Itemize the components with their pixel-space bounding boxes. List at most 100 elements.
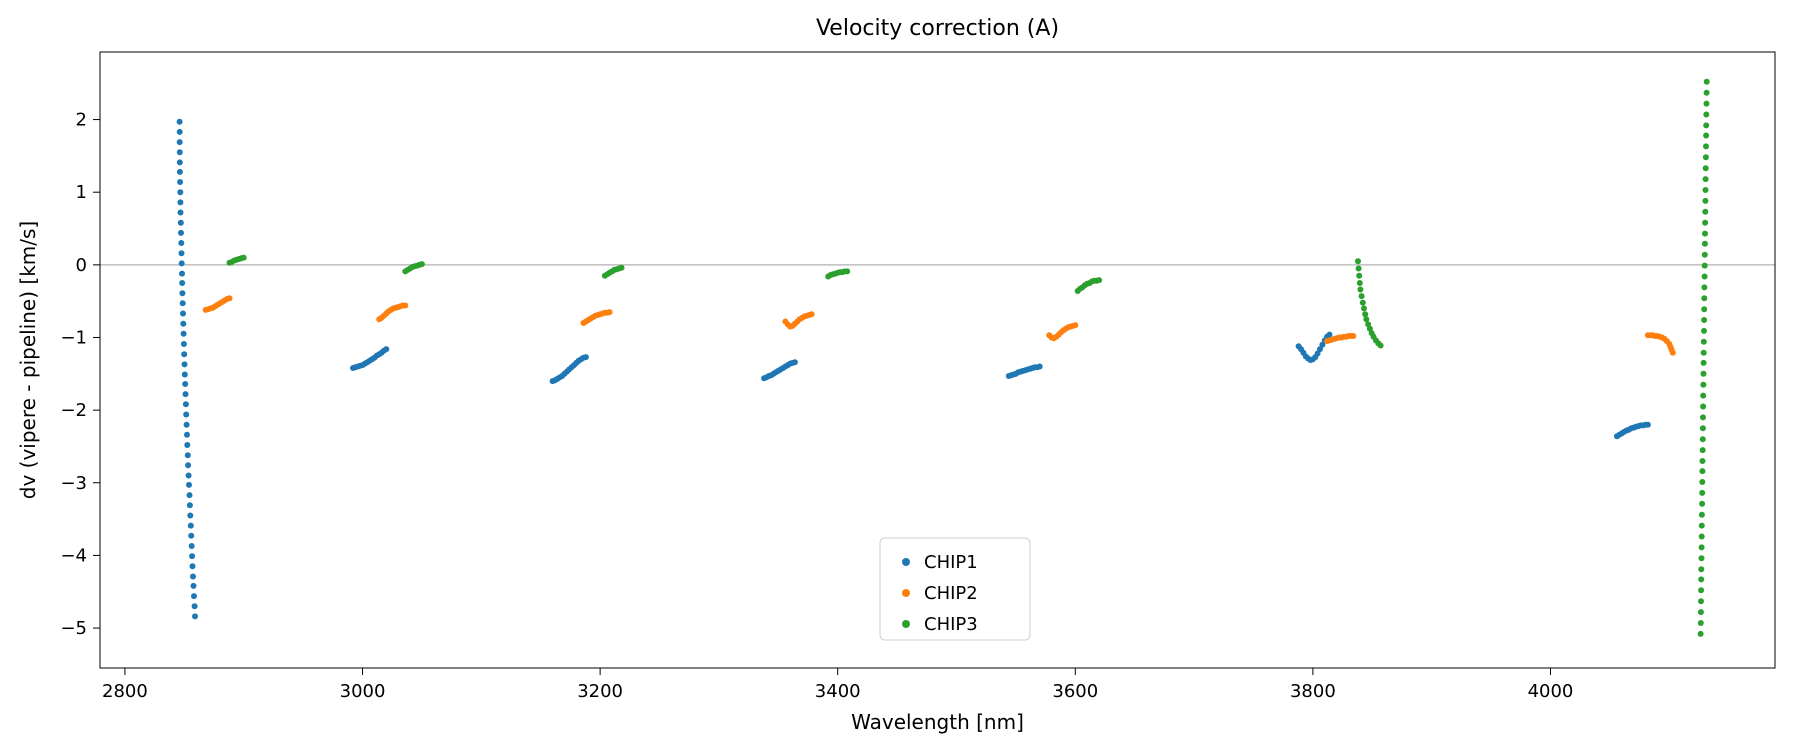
data-point bbox=[185, 462, 192, 469]
data-point bbox=[180, 341, 187, 347]
data-point bbox=[1036, 363, 1043, 370]
data-point bbox=[1377, 342, 1384, 349]
data-point bbox=[176, 168, 183, 175]
legend-label-CHIP1: CHIP1 bbox=[924, 552, 978, 573]
data-point bbox=[1701, 284, 1708, 291]
legend-box bbox=[879, 537, 1031, 641]
x-axis-ticks: 2800 3000 3200 3400 3600 3800 4000 bbox=[102, 668, 1573, 702]
data-point bbox=[1355, 258, 1361, 265]
data-point bbox=[184, 431, 190, 438]
data-point bbox=[1698, 587, 1705, 594]
data-point bbox=[1357, 286, 1364, 293]
data-point bbox=[178, 229, 184, 236]
data-point bbox=[176, 149, 183, 156]
data-point bbox=[618, 264, 625, 271]
data-point bbox=[1702, 176, 1709, 183]
legend-marker-CHIP1 bbox=[902, 558, 910, 566]
data-point bbox=[844, 268, 851, 275]
data-point bbox=[182, 391, 189, 398]
data-point bbox=[1096, 277, 1103, 284]
data-point bbox=[1700, 359, 1707, 366]
series-CHIP3 bbox=[226, 78, 1710, 637]
data-point bbox=[383, 346, 390, 353]
data-point bbox=[179, 300, 186, 307]
data-point bbox=[606, 309, 613, 316]
y-tick-label: 2 bbox=[76, 110, 87, 131]
data-point bbox=[1701, 295, 1708, 302]
data-point bbox=[1326, 331, 1333, 338]
data-point bbox=[178, 240, 185, 246]
data-point bbox=[189, 563, 196, 570]
axes-frame bbox=[99, 51, 1776, 669]
data-point bbox=[187, 522, 194, 529]
data-point bbox=[1698, 566, 1705, 573]
data-point bbox=[184, 452, 191, 459]
data-point bbox=[186, 481, 192, 488]
y-tick-label: 0 bbox=[76, 255, 87, 276]
data-point bbox=[1703, 122, 1710, 129]
data-point bbox=[791, 359, 798, 366]
data-point bbox=[179, 280, 186, 286]
series-CHIP1 bbox=[176, 118, 1651, 620]
data-point bbox=[1700, 370, 1707, 377]
y-tick-label: −4 bbox=[60, 545, 87, 566]
data-point bbox=[1701, 273, 1708, 280]
x-tick-label: 3800 bbox=[1290, 681, 1336, 702]
legend-marker-CHIP2 bbox=[902, 589, 910, 597]
series-CHIP2 bbox=[202, 295, 1676, 356]
data-point bbox=[177, 189, 184, 196]
data-point bbox=[240, 254, 247, 261]
data-point bbox=[1699, 458, 1706, 464]
data-point bbox=[191, 603, 198, 610]
data-point bbox=[1703, 143, 1709, 150]
data-point bbox=[192, 613, 198, 620]
data-point bbox=[1361, 305, 1367, 312]
data-point bbox=[178, 250, 185, 257]
data-point bbox=[1702, 165, 1709, 172]
x-tick-label: 4000 bbox=[1528, 681, 1574, 702]
data-point bbox=[808, 311, 815, 318]
y-tick-label: −5 bbox=[60, 618, 87, 639]
x-tick-label: 3200 bbox=[577, 681, 623, 702]
data-point bbox=[179, 290, 186, 297]
data-point bbox=[1699, 447, 1706, 454]
legend-label-CHIP3: CHIP3 bbox=[924, 614, 978, 635]
data-point bbox=[1700, 338, 1707, 345]
data-point bbox=[1317, 346, 1323, 353]
data-point bbox=[1644, 421, 1651, 428]
data-point bbox=[1699, 500, 1706, 507]
data-point bbox=[1702, 230, 1708, 237]
data-point bbox=[226, 295, 233, 302]
data-point bbox=[1356, 272, 1363, 279]
legend-label-CHIP2: CHIP2 bbox=[924, 583, 978, 604]
data-point bbox=[177, 219, 184, 226]
data-point bbox=[1698, 576, 1705, 583]
data-point bbox=[1701, 327, 1707, 334]
legend-marker-CHIP3 bbox=[902, 620, 910, 628]
data-point bbox=[402, 302, 409, 309]
data-point bbox=[176, 118, 183, 125]
data-point bbox=[176, 159, 183, 166]
data-point bbox=[1363, 316, 1370, 323]
data-point bbox=[1697, 630, 1704, 637]
data-point bbox=[188, 532, 195, 539]
chart-title: Velocity correction (A) bbox=[815, 16, 1060, 41]
data-point bbox=[184, 442, 191, 448]
data-point bbox=[1703, 132, 1710, 139]
data-point bbox=[1701, 251, 1708, 258]
data-point bbox=[178, 260, 185, 267]
data-point bbox=[1362, 311, 1369, 318]
data-point bbox=[1701, 306, 1708, 313]
data-point bbox=[180, 310, 186, 317]
data-point bbox=[185, 472, 192, 479]
data-point bbox=[190, 582, 197, 589]
data-point bbox=[1700, 392, 1707, 399]
data-point bbox=[1701, 262, 1708, 269]
x-tick-label: 2800 bbox=[102, 681, 148, 702]
data-point bbox=[186, 502, 193, 509]
y-tick-label: −1 bbox=[60, 327, 87, 348]
data-point bbox=[1701, 240, 1708, 247]
data-point bbox=[1355, 265, 1362, 272]
